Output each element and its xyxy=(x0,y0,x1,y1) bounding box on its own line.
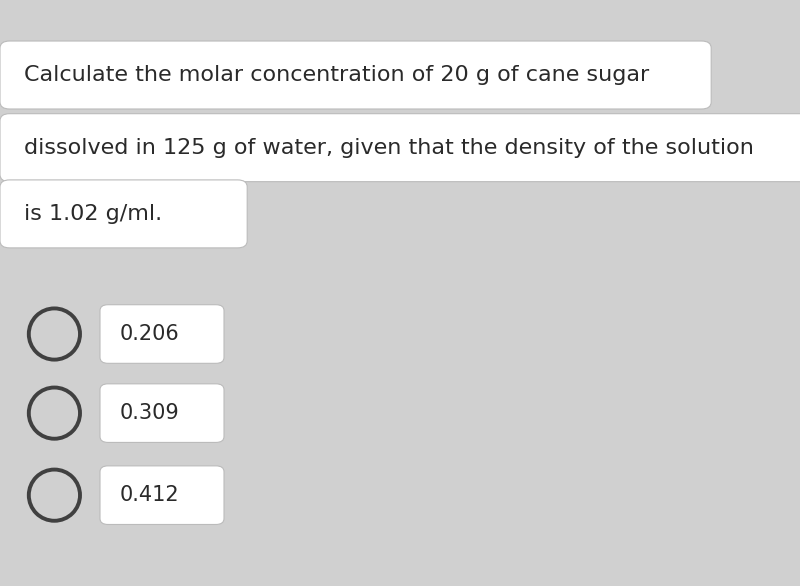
FancyBboxPatch shape xyxy=(0,114,800,182)
FancyBboxPatch shape xyxy=(0,180,247,248)
Text: Calculate the molar concentration of 20 g of cane sugar: Calculate the molar concentration of 20 … xyxy=(24,65,650,85)
FancyBboxPatch shape xyxy=(0,41,711,109)
Text: 0.309: 0.309 xyxy=(120,403,180,423)
Text: 0.412: 0.412 xyxy=(120,485,180,505)
FancyBboxPatch shape xyxy=(100,305,224,363)
Text: dissolved in 125 g of water, given that the density of the solution: dissolved in 125 g of water, given that … xyxy=(24,138,754,158)
Text: is 1.02 g/ml.: is 1.02 g/ml. xyxy=(24,204,162,224)
Text: 0.206: 0.206 xyxy=(120,324,180,344)
Ellipse shape xyxy=(29,308,80,360)
Ellipse shape xyxy=(29,387,80,439)
FancyBboxPatch shape xyxy=(100,384,224,442)
FancyBboxPatch shape xyxy=(100,466,224,524)
Ellipse shape xyxy=(29,469,80,521)
